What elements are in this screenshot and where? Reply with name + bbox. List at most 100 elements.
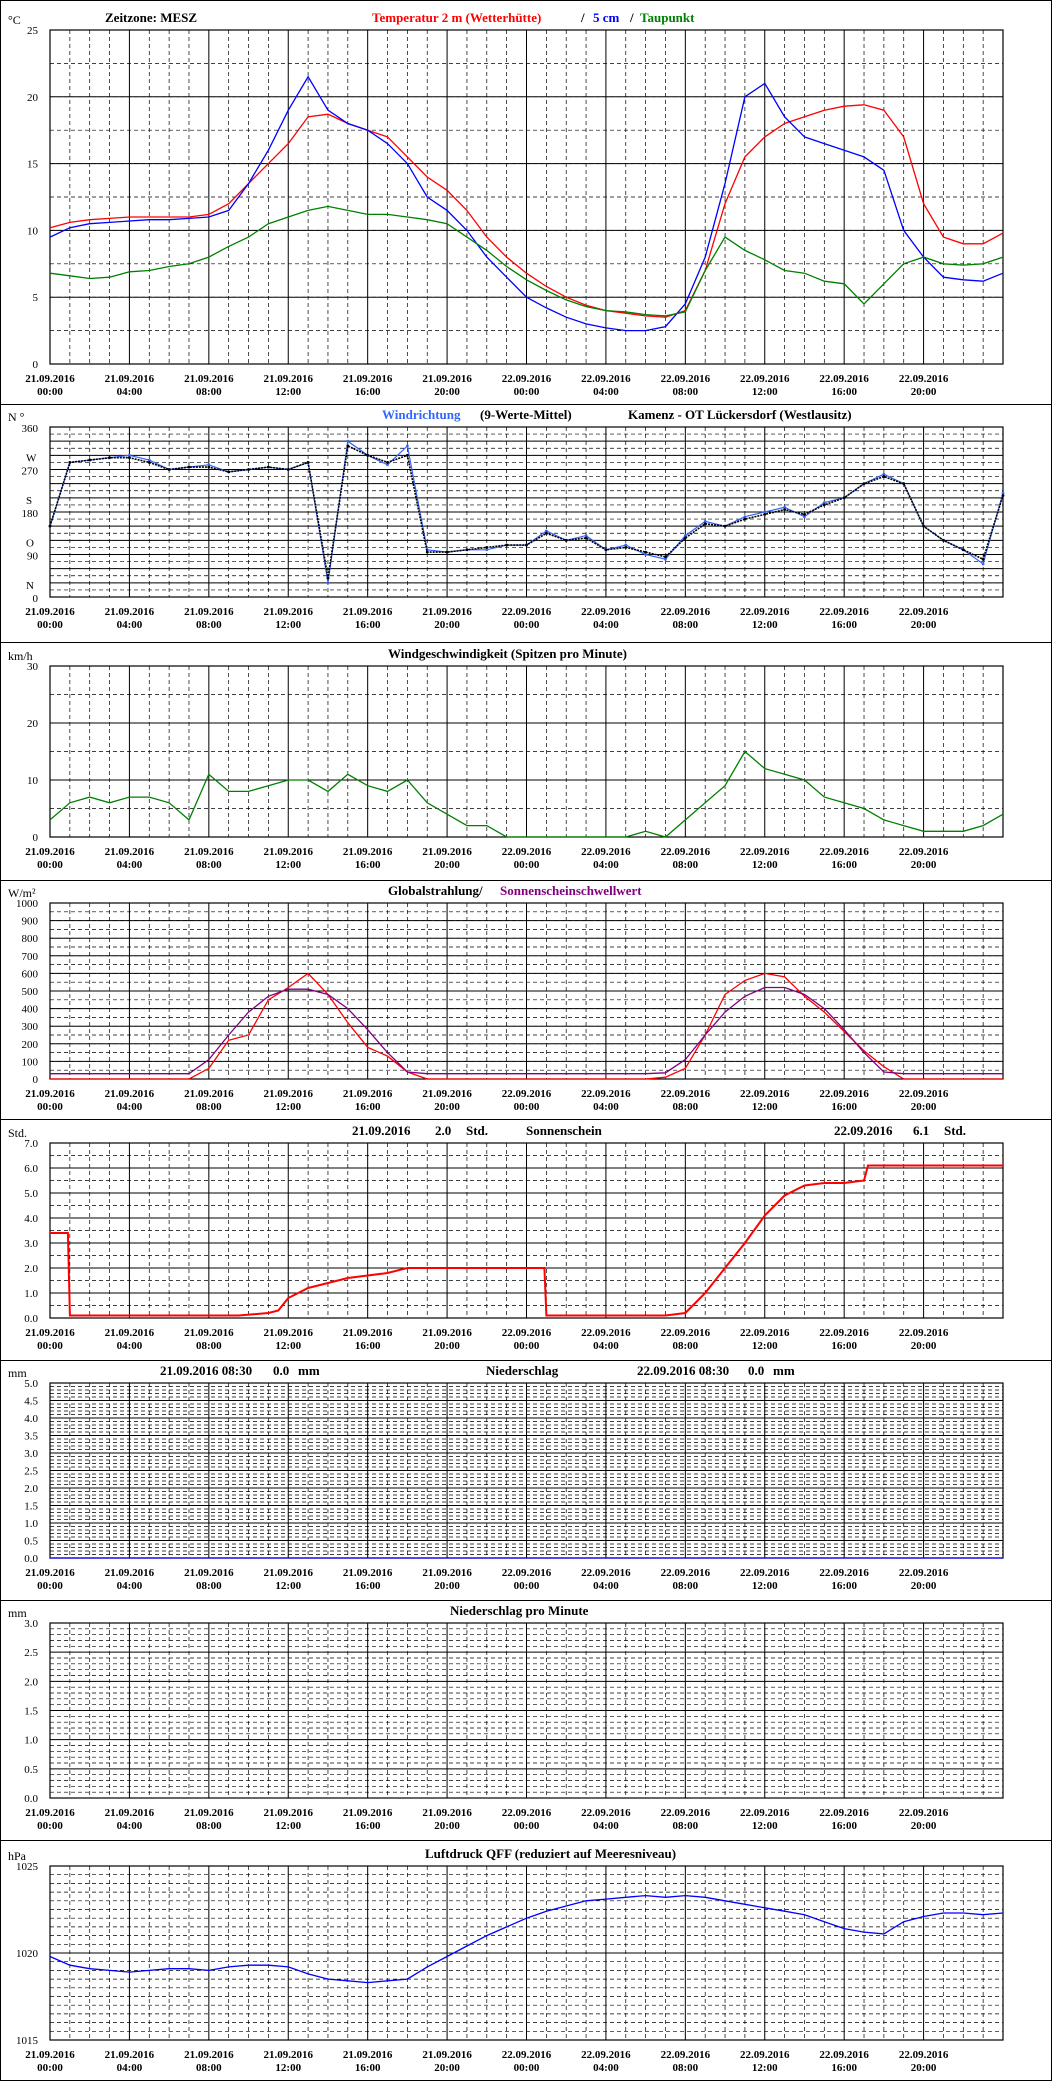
data-point: [822, 503, 826, 507]
x-tick-time: 12:00: [275, 2062, 301, 2074]
data-point: [564, 538, 568, 542]
x-tick-date: 21.09.2016: [184, 1327, 234, 1339]
x-tick-time: 00:00: [514, 1820, 540, 1832]
y-tick-label: 20: [27, 718, 39, 730]
x-tick-date: 22.09.2016: [581, 846, 631, 858]
x-tick-date: 21.09.2016: [25, 1088, 75, 1100]
y-tick-label: 3.0: [24, 1448, 38, 1460]
y-tick-label: 300: [22, 1021, 39, 1033]
y-tick-label: O: [26, 538, 34, 550]
data-point: [247, 468, 250, 471]
x-tick-date: 22.09.2016: [661, 606, 711, 618]
data-point: [167, 468, 171, 471]
data-point: [763, 512, 767, 516]
x-tick-time: 04:00: [117, 859, 143, 871]
x-tick-time: 12:00: [275, 1340, 301, 1352]
y-tick-label: 600: [22, 968, 39, 980]
x-tick-time: 08:00: [196, 1820, 222, 1832]
x-tick-time: 04:00: [593, 2062, 619, 2074]
x-tick-time: 20:00: [434, 1580, 460, 1592]
data-point: [882, 475, 886, 478]
x-tick-date: 22.09.2016: [899, 2049, 949, 2061]
x-tick-time: 00:00: [514, 859, 540, 871]
x-tick-time: 20:00: [911, 1340, 937, 1352]
x-tick-date: 21.09.2016: [264, 1088, 314, 1100]
x-tick-time: 20:00: [434, 386, 460, 398]
panel-header-text: 22.09.2016: [834, 1123, 893, 1138]
data-point: [187, 465, 191, 469]
y-unit-label: Std.: [8, 1126, 27, 1140]
x-tick-time: 04:00: [117, 1580, 143, 1592]
x-tick-date: 21.09.2016: [25, 1807, 75, 1819]
x-tick-time: 12:00: [752, 859, 778, 871]
data-point: [525, 543, 528, 547]
data-point: [683, 536, 687, 540]
x-tick-date: 21.09.2016: [105, 606, 155, 618]
panel-header-text: 22.09.2016 08:30: [637, 1363, 729, 1378]
x-tick-date: 22.09.2016: [899, 1807, 949, 1819]
x-tick-date: 21.09.2016: [184, 846, 234, 858]
x-tick-time: 08:00: [672, 1101, 698, 1113]
x-tick-time: 04:00: [117, 619, 143, 631]
data-point: [961, 548, 965, 552]
x-tick-time: 00:00: [514, 1101, 540, 1113]
x-tick-date: 22.09.2016: [502, 1088, 552, 1100]
data-point: [783, 505, 787, 509]
data-point: [1001, 491, 1005, 495]
y-tick-label: 6.0: [24, 1163, 38, 1175]
y-tick-label: 0.0: [24, 1553, 38, 1565]
data-point: [803, 515, 806, 519]
y-tick-label: 2.5: [24, 1466, 38, 1478]
x-tick-time: 12:00: [752, 1820, 778, 1832]
plot-frame: [49, 1622, 1004, 1799]
x-tick-date: 22.09.2016: [581, 373, 631, 385]
data-point: [664, 557, 667, 561]
x-tick-date: 21.09.2016: [105, 1327, 155, 1339]
y-tick-label: 30: [27, 661, 39, 673]
y-tick-label: 1.0: [24, 1518, 38, 1530]
x-tick-date: 22.09.2016: [819, 1567, 869, 1579]
x-tick-date: 22.09.2016: [819, 1327, 869, 1339]
x-tick-date: 21.09.2016: [25, 2049, 75, 2061]
y-tick-label: 0: [33, 832, 39, 844]
y-tick-label: 5.0: [24, 1378, 38, 1390]
panel-header-text: 0.0: [273, 1363, 289, 1378]
x-tick-time: 20:00: [911, 619, 937, 631]
x-tick-date: 21.09.2016: [343, 373, 393, 385]
plot-frame: [49, 426, 1004, 598]
x-tick-date: 22.09.2016: [740, 1088, 790, 1100]
panel-header-text: Kamenz - OT Lückersdorf (Westlausitz): [628, 407, 852, 422]
x-tick-date: 21.09.2016: [422, 1088, 472, 1100]
y-tick-label: 7.0: [24, 1138, 38, 1150]
x-tick-time: 08:00: [672, 619, 698, 631]
x-tick-date: 22.09.2016: [661, 1567, 711, 1579]
data-point: [664, 555, 667, 559]
panel-header-text: Sonnenscheinschwellwert: [500, 883, 642, 898]
x-tick-date: 22.09.2016: [581, 1327, 631, 1339]
x-tick-date: 21.09.2016: [264, 373, 314, 385]
x-tick-time: 04:00: [593, 859, 619, 871]
y-unit-label: hPa: [8, 1849, 27, 1863]
x-tick-date: 21.09.2016: [184, 373, 234, 385]
x-tick-time: 00:00: [37, 1101, 63, 1113]
x-tick-date: 21.09.2016: [264, 1567, 314, 1579]
x-tick-time: 08:00: [672, 1820, 698, 1832]
x-tick-date: 22.09.2016: [502, 2049, 552, 2061]
y-tick-label: 90: [27, 551, 39, 563]
data-point: [743, 517, 747, 521]
x-tick-time: 16:00: [355, 619, 381, 631]
x-tick-time: 20:00: [434, 1101, 460, 1113]
series-line-temperatur-2-m-wetterh-tte-: [49, 104, 1004, 318]
y-tick-label: W: [26, 453, 37, 465]
y-tick-label: 800: [22, 933, 39, 945]
x-tick-time: 04:00: [593, 1580, 619, 1592]
panel-header-text: Niederschlag pro Minute: [450, 1603, 589, 1618]
x-tick-date: 22.09.2016: [740, 1807, 790, 1819]
series-line-taupunkt: [49, 205, 1004, 317]
data-point: [207, 465, 211, 469]
x-tick-time: 04:00: [117, 1820, 143, 1832]
y-tick-label: 1.5: [24, 1501, 38, 1513]
panel-header-text: Temperatur 2 m (Wetterhütte): [372, 10, 541, 25]
